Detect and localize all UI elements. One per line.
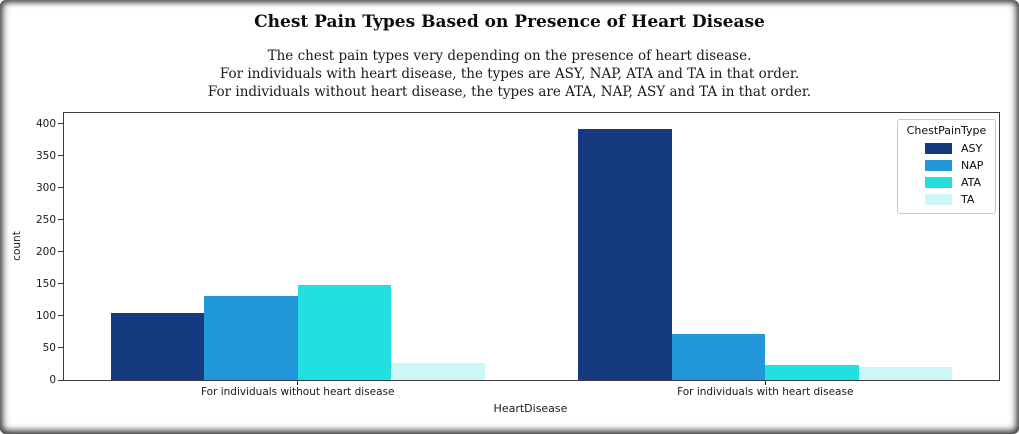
- x-axis-tick: [297, 380, 299, 385]
- x-axis-label: HeartDisease: [493, 402, 568, 415]
- y-axis-tick-label: 0: [49, 374, 56, 386]
- legend-swatch-icon: [925, 143, 952, 154]
- figure-subtitle: The chest pain types very depending on t…: [0, 47, 1019, 101]
- x-axis-tick-label: For individuals with heart disease: [677, 386, 854, 398]
- subtitle-line: The chest pain types very depending on t…: [267, 48, 752, 64]
- y-axis-tick-label: 300: [35, 181, 56, 194]
- legend-item-asy: ASY: [898, 140, 995, 157]
- figure-title: Chest Pain Types Based on Presence of He…: [254, 12, 765, 32]
- y-axis-tick: [58, 155, 63, 157]
- x-axis-tick: [764, 380, 766, 385]
- bar-asy-group0: [110, 313, 205, 380]
- y-axis-tick: [58, 123, 63, 125]
- legend-item-ta: TA: [898, 191, 995, 208]
- subtitle-line: For individuals with heart disease, the …: [219, 66, 800, 82]
- y-axis-tick-label: 100: [35, 309, 56, 322]
- x-axis-tick-label: For individuals without heart disease: [200, 386, 395, 398]
- y-axis-tick-label: 150: [35, 277, 56, 290]
- bar-ta-group1: [858, 367, 953, 380]
- y-axis-tick: [58, 187, 63, 189]
- y-axis-tick-label: 400: [35, 117, 56, 130]
- bar-nap-group1: [671, 333, 766, 380]
- y-axis-tick: [58, 283, 63, 285]
- y-axis-tick-label: 50: [42, 341, 56, 354]
- y-axis-tick: [58, 219, 63, 221]
- bar-ata-group0: [297, 284, 392, 380]
- y-axis-tick-label: 350: [35, 149, 56, 162]
- legend-item-label: TA: [961, 193, 975, 206]
- y-axis-tick: [58, 315, 63, 317]
- legend-item-label: ATA: [961, 176, 982, 189]
- legend-swatch-icon: [925, 177, 952, 188]
- y-axis-label: count: [11, 231, 23, 261]
- legend-swatch-icon: [925, 160, 952, 171]
- bar-nap-group0: [204, 296, 298, 380]
- y-axis-tick: [58, 347, 63, 349]
- y-axis-tick: [58, 379, 63, 381]
- legend-item-nap: NAP: [898, 157, 995, 174]
- legend-item-ata: ATA: [898, 174, 995, 191]
- legend-item-label: NAP: [961, 159, 984, 172]
- legend-item-label: ASY: [961, 142, 983, 155]
- bar-ta-group0: [391, 363, 485, 380]
- y-axis-tick-label: 250: [35, 213, 56, 226]
- subtitle-line: For individuals without heart disease, t…: [207, 84, 812, 100]
- legend-swatch-icon: [925, 194, 952, 205]
- y-axis-tick: [58, 251, 63, 253]
- legend: ChestPainType ASY NAP ATA TA: [897, 119, 996, 214]
- bar-asy-group1: [578, 129, 672, 380]
- y-axis-tick-label: 200: [35, 245, 56, 258]
- legend-title: ChestPainType: [906, 124, 987, 137]
- plot-area: 0 50 100 150 200 250 300 350 400 For individuals …: [36, 112, 1000, 398]
- bar-ata-group1: [765, 364, 859, 380]
